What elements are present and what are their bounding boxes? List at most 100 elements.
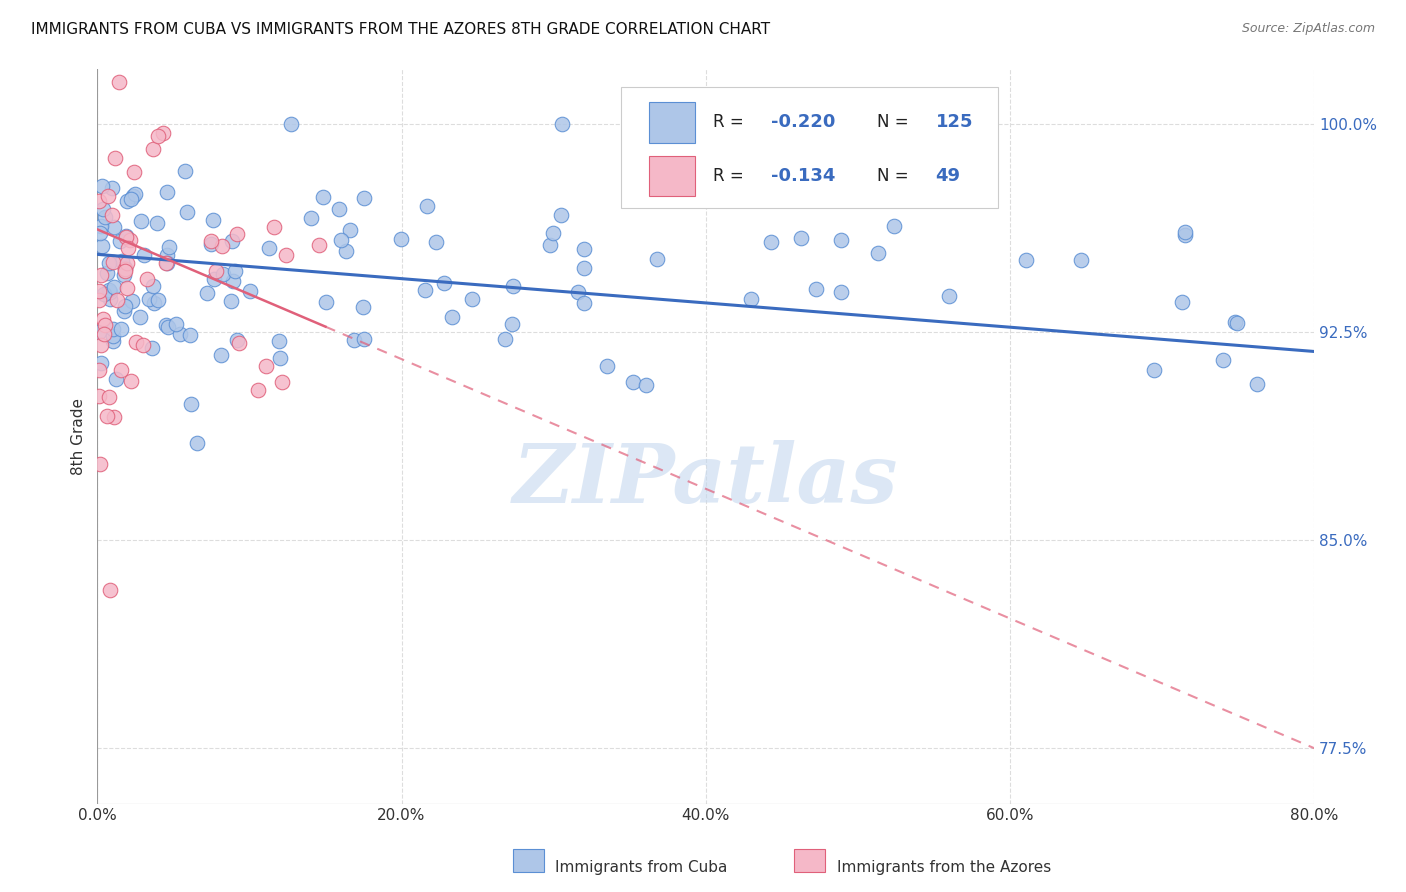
Point bbox=[110, 363, 132, 377]
Point bbox=[596, 359, 619, 374]
Point bbox=[1174, 228, 1197, 243]
Text: N =: N = bbox=[877, 167, 914, 185]
Point bbox=[202, 272, 225, 286]
Point bbox=[155, 256, 177, 270]
Point bbox=[201, 213, 224, 227]
Point bbox=[209, 348, 232, 362]
Point bbox=[100, 181, 122, 195]
Point bbox=[165, 317, 187, 331]
Point bbox=[114, 262, 136, 277]
Point bbox=[195, 286, 218, 301]
Point bbox=[433, 276, 456, 290]
Text: Source: ZipAtlas.com: Source: ZipAtlas.com bbox=[1241, 22, 1375, 36]
Point bbox=[1143, 363, 1166, 377]
Point bbox=[1223, 315, 1246, 329]
Point bbox=[176, 205, 198, 219]
Point bbox=[416, 198, 439, 212]
Point bbox=[246, 383, 269, 397]
Point bbox=[93, 326, 115, 341]
Point bbox=[103, 409, 125, 424]
Point bbox=[104, 371, 127, 385]
Point bbox=[90, 219, 112, 233]
Point bbox=[90, 238, 112, 252]
Point bbox=[389, 231, 412, 245]
Point bbox=[461, 292, 484, 306]
Point bbox=[550, 208, 572, 222]
Point bbox=[97, 256, 120, 270]
Point bbox=[98, 285, 121, 300]
Point bbox=[104, 151, 127, 165]
Point bbox=[110, 321, 132, 335]
Point bbox=[790, 231, 813, 245]
Point bbox=[538, 238, 561, 252]
Point bbox=[97, 189, 120, 203]
Text: -0.220: -0.220 bbox=[772, 113, 835, 131]
Point bbox=[131, 214, 153, 228]
Point bbox=[97, 283, 120, 297]
Point bbox=[413, 283, 436, 297]
Point bbox=[142, 279, 165, 293]
Point bbox=[103, 219, 125, 234]
Point bbox=[108, 234, 131, 248]
Point bbox=[89, 363, 111, 377]
Point bbox=[114, 263, 136, 277]
Point bbox=[501, 317, 523, 331]
Point bbox=[1212, 353, 1234, 368]
Point bbox=[101, 334, 124, 348]
Point bbox=[254, 359, 277, 373]
Point bbox=[124, 164, 146, 178]
Point bbox=[299, 211, 322, 225]
Point bbox=[205, 264, 228, 278]
Point bbox=[938, 289, 960, 303]
Point bbox=[132, 247, 155, 261]
Point bbox=[271, 375, 294, 389]
Text: Immigrants from the Azores: Immigrants from the Azores bbox=[837, 860, 1050, 874]
Point bbox=[315, 294, 337, 309]
FancyBboxPatch shape bbox=[620, 87, 998, 208]
Point bbox=[120, 233, 142, 247]
Point bbox=[121, 294, 143, 309]
Text: Immigrants from Cuba: Immigrants from Cuba bbox=[555, 860, 728, 874]
Point bbox=[115, 230, 138, 244]
Point bbox=[200, 234, 222, 248]
Point bbox=[101, 208, 124, 222]
Point bbox=[142, 296, 165, 310]
Bar bbox=[648, 103, 695, 143]
Point bbox=[90, 268, 112, 283]
Point bbox=[114, 261, 136, 276]
Point bbox=[146, 128, 169, 143]
Point bbox=[101, 322, 124, 336]
Point bbox=[263, 219, 285, 234]
Point bbox=[120, 375, 142, 389]
Point bbox=[129, 310, 152, 324]
Point bbox=[228, 336, 250, 351]
Point bbox=[440, 310, 463, 325]
Text: R =: R = bbox=[713, 113, 749, 131]
Point bbox=[308, 237, 330, 252]
Point bbox=[541, 226, 564, 240]
Point bbox=[87, 194, 110, 209]
Point bbox=[157, 240, 180, 254]
Point bbox=[339, 223, 361, 237]
Point bbox=[91, 312, 114, 326]
Point bbox=[312, 190, 335, 204]
Text: -0.134: -0.134 bbox=[772, 167, 835, 185]
Point bbox=[174, 164, 197, 178]
Point bbox=[200, 237, 222, 252]
Point bbox=[551, 117, 574, 131]
Point bbox=[1174, 225, 1197, 239]
Point bbox=[108, 75, 131, 89]
Point bbox=[112, 303, 135, 318]
Bar bbox=[648, 156, 695, 196]
Point bbox=[93, 287, 115, 301]
Point bbox=[179, 328, 201, 343]
Point bbox=[152, 126, 174, 140]
Point bbox=[239, 284, 262, 298]
Point bbox=[112, 268, 135, 282]
Point bbox=[87, 284, 110, 298]
Point bbox=[494, 333, 516, 347]
Text: 125: 125 bbox=[935, 113, 973, 131]
Point bbox=[120, 192, 142, 206]
Point bbox=[280, 117, 302, 131]
Point bbox=[105, 293, 128, 307]
